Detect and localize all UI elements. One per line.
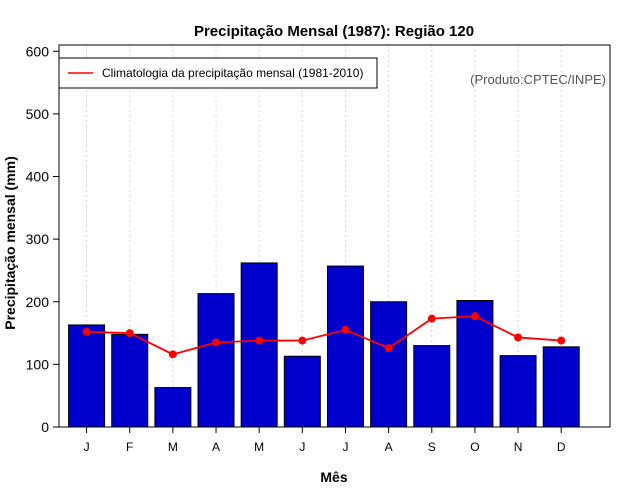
x-tick-label: J xyxy=(299,440,305,454)
y-tick-label: 300 xyxy=(26,231,50,247)
bar xyxy=(154,387,192,428)
x-tick-label: O xyxy=(470,440,479,454)
climatology-point xyxy=(341,325,350,334)
y-tick-label: 600 xyxy=(26,43,50,59)
bar xyxy=(111,333,149,428)
y-tick-label: 400 xyxy=(26,169,50,185)
bar xyxy=(499,355,537,428)
credit-annotation: (Produto:CPTEC/INPE) xyxy=(470,72,606,87)
legend-box xyxy=(58,57,378,89)
climatology-point xyxy=(255,336,264,345)
x-tick-label: J xyxy=(84,440,90,454)
x-tick-label: D xyxy=(557,440,566,454)
climatology-series xyxy=(82,312,566,359)
y-tick-label: 500 xyxy=(26,106,50,122)
bar xyxy=(240,262,278,428)
y-tick-label: 0 xyxy=(41,419,49,435)
bar-series xyxy=(68,262,580,428)
x-tick-label: A xyxy=(212,440,220,454)
x-tick-label: S xyxy=(428,440,436,454)
bar xyxy=(197,293,235,428)
climatology-point xyxy=(82,327,91,336)
bar xyxy=(68,324,106,428)
climatology-point xyxy=(470,312,479,321)
climatology-point xyxy=(514,333,523,342)
chart-title: Precipitação Mensal (1987): Região 120 xyxy=(194,23,474,40)
x-tick-label: A xyxy=(385,440,393,454)
x-tick-label: N xyxy=(514,440,523,454)
x-tick-label: M xyxy=(254,440,264,454)
climatology-point xyxy=(168,350,177,359)
x-tick-label: J xyxy=(342,440,348,454)
x-tick-label: M xyxy=(168,440,178,454)
climatology-line xyxy=(86,315,562,356)
bar xyxy=(326,265,364,428)
bar xyxy=(283,355,321,428)
climatology-point xyxy=(427,314,436,323)
climatology-point xyxy=(212,338,221,347)
climatology-point xyxy=(125,329,134,338)
y-axis: 0 100 200 300 400 500 600 xyxy=(26,43,59,435)
bar xyxy=(413,345,451,428)
climatology-point xyxy=(557,336,566,345)
legend: Climatologia da precipitação mensal (198… xyxy=(58,57,378,89)
plot-frame xyxy=(58,44,611,428)
vertical-grid xyxy=(86,45,562,427)
x-axis-label: Mês xyxy=(320,469,347,485)
x-tick-label: F xyxy=(126,440,133,454)
climatology-point xyxy=(298,336,307,345)
climatology-point xyxy=(384,344,393,353)
bar xyxy=(370,301,408,428)
y-axis-label: Precipitação mensal (mm) xyxy=(2,156,18,330)
bar xyxy=(542,346,580,428)
legend-entry-climatology: Climatologia da precipitação mensal (198… xyxy=(102,66,363,80)
y-tick-label: 100 xyxy=(26,356,50,372)
y-tick-label: 200 xyxy=(26,294,50,310)
